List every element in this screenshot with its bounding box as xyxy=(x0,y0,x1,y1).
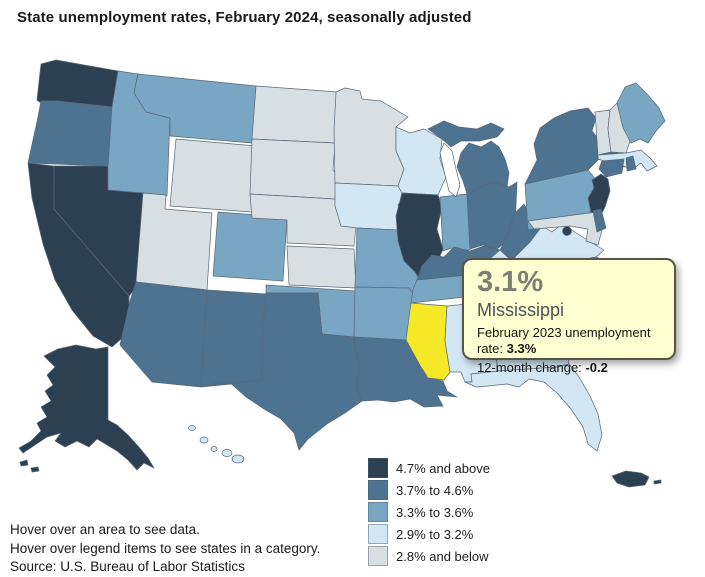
legend-label: 3.7% to 4.6% xyxy=(396,482,474,498)
footer-source: Source: U.S. Bureau of Labor Statistics xyxy=(10,559,245,574)
tooltip-change-value: -0.2 xyxy=(585,360,608,376)
lake-michigan xyxy=(439,142,461,198)
legend-swatch-medium xyxy=(368,502,388,522)
state-shapes xyxy=(18,59,666,488)
legend-swatch-darkest xyxy=(368,458,388,478)
state-maine[interactable] xyxy=(616,82,666,144)
legend-label: 2.9% to 3.2% xyxy=(396,526,474,542)
state-arizona[interactable] xyxy=(119,281,208,388)
state-oregon[interactable] xyxy=(27,100,113,167)
state-wyoming[interactable] xyxy=(169,138,257,213)
state-michigan[interactable] xyxy=(427,120,510,195)
territory-puerto-rico[interactable] xyxy=(611,470,662,488)
legend-item-2-8-and-below[interactable]: 2.8% and below xyxy=(368,545,490,567)
legend-item-2-9-to-3-2[interactable]: 2.9% to 3.2% xyxy=(368,523,490,545)
tooltip-change-label: 12-month change: xyxy=(477,360,586,376)
legend-swatch-lightest xyxy=(368,546,388,566)
state-hawaii[interactable] xyxy=(188,425,245,464)
state-kansas[interactable] xyxy=(286,245,357,289)
hover-tooltip: 3.1% Mississippi February 2023 unemploym… xyxy=(462,258,676,375)
state-louisiana[interactable] xyxy=(353,336,458,408)
state-south-dakota[interactable] xyxy=(249,138,340,200)
footer-notes: Hover over an area to see data. Hover ov… xyxy=(10,521,320,577)
state-florida[interactable] xyxy=(464,363,603,452)
legend-label: 4.7% and above xyxy=(396,460,490,476)
tooltip-prior-year-line: February 2023 unemployment rate: 3.3% xyxy=(477,325,661,356)
legend-item-3-3-to-3-6[interactable]: 3.3% to 3.6% xyxy=(368,501,490,523)
state-indiana[interactable] xyxy=(439,193,471,257)
legend-swatch-light xyxy=(368,524,388,544)
tooltip-change-line: 12-month change: -0.2 xyxy=(477,360,661,376)
map-legend: 4.7% and above 3.7% to 4.6% 3.3% to 3.6%… xyxy=(368,457,490,567)
state-wisconsin[interactable] xyxy=(395,126,447,196)
tooltip-prior-year-label: February 2023 unemployment rate: xyxy=(477,325,651,356)
tooltip-rate-value: 3.1% xyxy=(477,266,544,298)
state-delaware[interactable] xyxy=(592,208,607,233)
state-rhode-island[interactable] xyxy=(625,155,637,172)
state-arkansas[interactable] xyxy=(353,286,417,341)
state-district-of-columbia[interactable] xyxy=(562,226,572,236)
legend-item-4-7-and-above[interactable]: 4.7% and above xyxy=(368,457,490,479)
legend-label: 2.8% and below xyxy=(396,548,489,564)
state-colorado[interactable] xyxy=(212,211,288,282)
state-new-mexico[interactable] xyxy=(200,289,267,388)
state-alaska[interactable] xyxy=(18,344,155,473)
state-washington[interactable] xyxy=(36,59,119,108)
state-north-dakota[interactable] xyxy=(251,85,339,144)
legend-swatch-dark xyxy=(368,480,388,500)
page-title: State unemployment rates, February 2024,… xyxy=(17,9,472,26)
legend-item-3-7-to-4-6[interactable]: 3.7% to 4.6% xyxy=(368,479,490,501)
state-iowa[interactable] xyxy=(334,182,405,231)
footer-hover-note: Hover over an area to see data. xyxy=(10,522,200,537)
footer-legend-note: Hover over legend items to see states in… xyxy=(10,540,321,556)
legend-label: 3.3% to 3.6% xyxy=(396,504,474,520)
tooltip-state-name: Mississippi xyxy=(477,300,565,321)
state-connecticut[interactable] xyxy=(598,158,625,178)
tooltip-prior-year-value: 3.3% xyxy=(506,340,537,356)
